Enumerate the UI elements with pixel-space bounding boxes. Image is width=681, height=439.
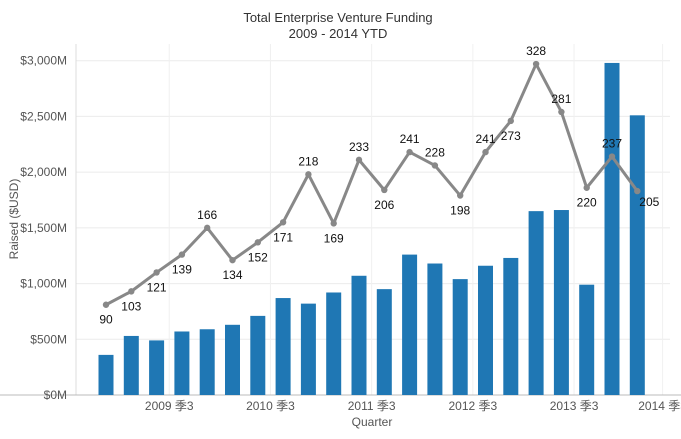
y-tick-label: $3,000M <box>20 54 67 68</box>
data-label: 328 <box>526 44 546 58</box>
bar <box>123 335 139 395</box>
bar <box>98 354 114 395</box>
line-point <box>279 219 287 226</box>
y-tick-label: $500M <box>30 332 67 346</box>
line-point <box>507 117 514 125</box>
data-label: 134 <box>222 268 242 282</box>
line-point <box>406 148 413 156</box>
bar <box>528 211 544 395</box>
bar <box>604 62 620 395</box>
y-tick-label: $0M <box>44 388 67 402</box>
bar <box>478 265 493 395</box>
data-label: 90 <box>99 313 113 327</box>
data-label: 206 <box>374 198 394 212</box>
data-label: 152 <box>248 250 268 264</box>
gridlines <box>76 44 670 395</box>
bar <box>629 115 645 396</box>
line-point <box>583 184 590 191</box>
bar-series <box>98 62 645 396</box>
series-line <box>105 62 639 307</box>
data-label: 103 <box>121 299 141 313</box>
y-tick-label: $2,500M <box>20 109 67 123</box>
data-label: 169 <box>324 231 344 245</box>
line-point <box>381 186 388 194</box>
data-label: 139 <box>172 263 192 277</box>
line-point <box>305 171 312 178</box>
x-axis-label: Quarter <box>352 415 393 429</box>
line-point <box>204 224 211 232</box>
data-label: 220 <box>577 196 597 210</box>
bar <box>275 298 291 395</box>
chart-title: Total Enterprise Venture Funding <box>243 10 432 25</box>
line-point <box>128 288 135 295</box>
bar <box>300 303 316 395</box>
bar <box>149 340 165 395</box>
data-label: 281 <box>551 92 571 106</box>
data-label: 166 <box>197 208 217 222</box>
bar <box>579 284 595 395</box>
data-label: 218 <box>298 154 318 168</box>
line-point <box>355 156 363 164</box>
line-point <box>457 192 464 199</box>
line-point <box>153 269 160 276</box>
x-tick-label: 2012 季3 <box>448 399 497 413</box>
y-axis-label: Raised ($USD) <box>7 179 21 260</box>
y-tick-label: $1,500M <box>20 221 67 235</box>
data-label: 237 <box>602 137 622 151</box>
bar <box>376 289 392 395</box>
line-point <box>634 187 641 195</box>
data-label: 205 <box>639 195 659 209</box>
data-label: 241 <box>475 132 495 146</box>
line-point <box>558 108 565 116</box>
x-tick-label: 2009 季3 <box>145 399 194 413</box>
data-label: 198 <box>450 204 470 218</box>
line-point <box>532 60 540 68</box>
x-tick-label: 2014 季3 <box>638 399 681 413</box>
data-label: 121 <box>147 280 167 294</box>
bar <box>427 263 443 395</box>
bar <box>225 324 240 395</box>
x-tick-label: 2013 季3 <box>550 399 599 413</box>
line-point <box>102 301 110 308</box>
chart-subtitle: 2009 - 2014 YTD <box>289 26 388 41</box>
data-label: 273 <box>501 129 521 143</box>
x-tick-label: 2010 季3 <box>246 399 295 413</box>
data-label: 241 <box>400 132 420 146</box>
line-point <box>254 239 261 246</box>
data-label: 228 <box>425 145 445 159</box>
line-point <box>229 256 236 264</box>
bar <box>199 329 215 395</box>
line-point <box>330 220 337 227</box>
bar <box>174 331 190 395</box>
line-point <box>178 251 186 258</box>
line-point <box>431 162 439 169</box>
data-label: 233 <box>349 140 369 154</box>
bar <box>326 292 342 395</box>
data-label: 171 <box>273 230 293 244</box>
line-point <box>482 148 489 156</box>
x-tick-label: 2011 季3 <box>348 399 396 413</box>
bar <box>553 210 569 395</box>
bar <box>351 275 367 395</box>
y-tick-label: $2,000M <box>20 165 67 179</box>
line-point <box>608 153 616 160</box>
bar <box>402 254 418 395</box>
bar <box>250 315 266 395</box>
y-tick-label: $1,000M <box>20 277 67 291</box>
y-axis: $0M $500M $1,000M $1,500M $2,000M $2,500M $3,0… <box>20 54 67 402</box>
bar <box>452 279 468 395</box>
line-series: 90 103 121 139 166 134 152 171 218 169 233 206 241 22… <box>99 44 659 327</box>
bar <box>503 257 519 395</box>
x-axis: 2009 季3 2010 季3 2011 季3 2012 季3 2013 季3 2014 … <box>145 399 681 413</box>
